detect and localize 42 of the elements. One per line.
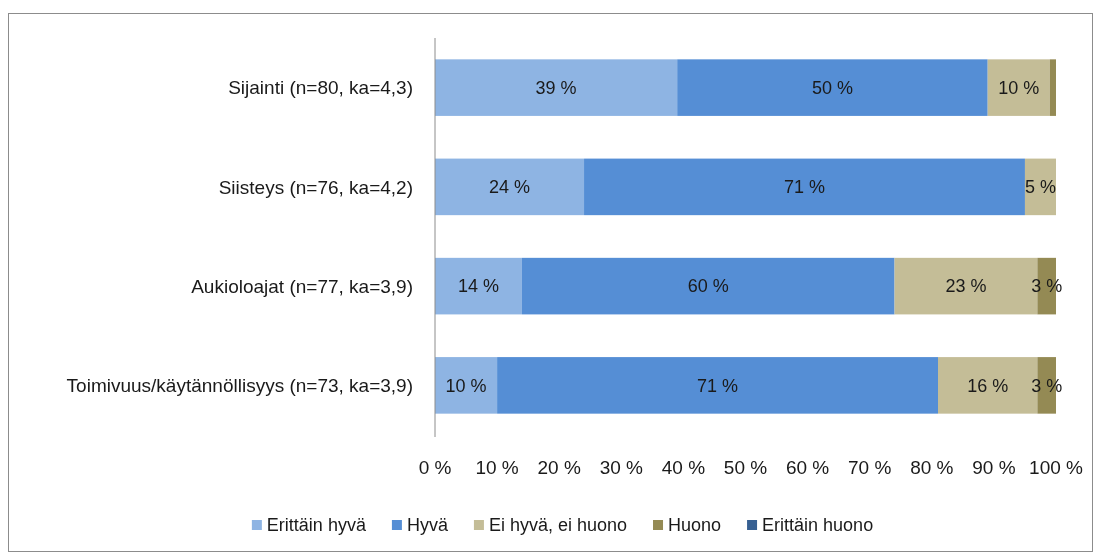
legend-label: Erittäin huono bbox=[762, 515, 874, 536]
x-tick-label: 10 % bbox=[475, 456, 519, 478]
data-label: 24 % bbox=[489, 177, 531, 198]
y-tick-label: Aukioloajat (n=77, ka=3,9) bbox=[191, 275, 413, 297]
bar bbox=[435, 357, 498, 414]
data-label: 10 % bbox=[445, 375, 487, 396]
bar bbox=[584, 158, 1025, 216]
legend-label: Erittäin hyvä bbox=[266, 515, 367, 536]
data-label: 10 % bbox=[998, 77, 1040, 98]
y-tick-label: Siisteys (n=76, ka=4,2) bbox=[218, 176, 413, 198]
x-tick-label: 80 % bbox=[910, 456, 954, 478]
data-label: 39 % bbox=[535, 77, 577, 98]
data-label: 71 % bbox=[783, 177, 826, 198]
x-tick-label: 20 % bbox=[537, 456, 581, 478]
bar bbox=[435, 158, 585, 216]
x-tick-label: 0 % bbox=[418, 456, 452, 478]
data-label: 50 % bbox=[811, 77, 853, 98]
x-tick-label: 90 % bbox=[972, 456, 1016, 478]
data-label: 5 % bbox=[1024, 177, 1056, 198]
data-label: 23 % bbox=[945, 276, 987, 297]
bar bbox=[1049, 59, 1056, 116]
bar bbox=[497, 357, 939, 414]
bar bbox=[521, 257, 895, 315]
y-tick-label: Sijainti (n=80, ka=4,3) bbox=[228, 77, 413, 99]
data-label: 60 % bbox=[687, 276, 729, 297]
bar bbox=[987, 59, 1050, 116]
legend-label: Ei hyvä, ei huono bbox=[488, 515, 628, 536]
legend-label: Huono bbox=[668, 515, 722, 536]
x-tick-label: 60 % bbox=[785, 456, 830, 478]
bar bbox=[435, 257, 522, 315]
legend-label: Hyvä bbox=[406, 515, 449, 536]
data-label: 14 % bbox=[457, 276, 499, 297]
bar bbox=[677, 59, 988, 116]
data-label: 71 % bbox=[697, 375, 739, 396]
data-label: 16 % bbox=[967, 375, 1009, 396]
x-tick-label: 70 % bbox=[848, 456, 892, 478]
x-tick-label: 100 % bbox=[1029, 456, 1084, 478]
bar bbox=[435, 59, 678, 116]
x-tick-label: 50 % bbox=[723, 456, 768, 478]
x-tick-label: 40 % bbox=[661, 456, 706, 478]
y-tick-label: Toimivuus/käytännöllisyys (n=73, ka=3,9) bbox=[66, 375, 413, 397]
x-tick-label: 30 % bbox=[599, 456, 644, 478]
